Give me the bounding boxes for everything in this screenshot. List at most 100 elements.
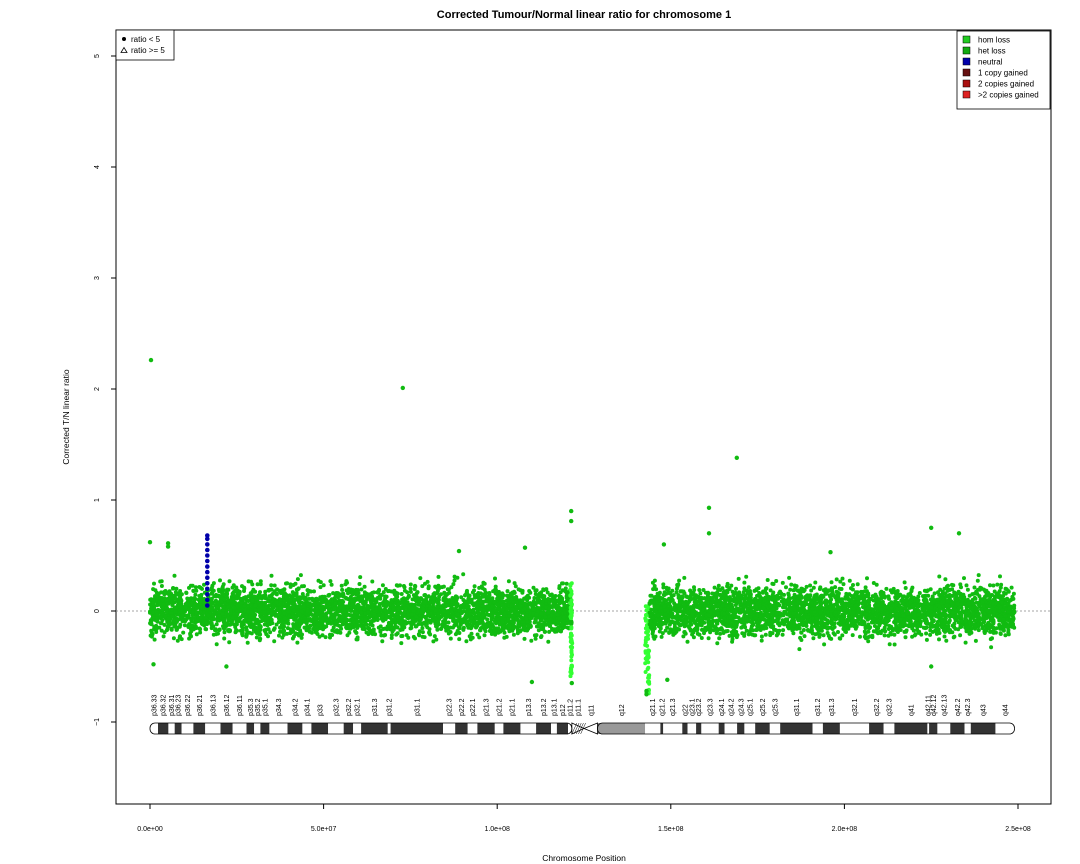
data-point [647, 648, 652, 653]
data-point [190, 583, 195, 588]
data-point [369, 600, 374, 605]
data-point [291, 608, 296, 613]
data-point [331, 591, 336, 596]
data-point [408, 586, 413, 591]
data-point [646, 675, 651, 680]
data-point [227, 628, 232, 632]
data-point [334, 628, 339, 633]
data-point [376, 588, 381, 593]
data-point [272, 583, 277, 588]
data-point [527, 589, 532, 593]
data-point [311, 603, 315, 608]
data-point [375, 617, 380, 622]
data-point [318, 585, 323, 590]
data-point [352, 614, 357, 619]
data-point [493, 591, 498, 596]
data-point [545, 590, 550, 595]
data-point [281, 628, 286, 633]
data-point [479, 584, 484, 589]
data-point [276, 620, 281, 624]
data-point [175, 638, 180, 643]
data-point [222, 597, 227, 602]
data-point [326, 593, 331, 598]
data-point [198, 599, 203, 604]
data-point [446, 620, 451, 625]
data-point [561, 615, 566, 620]
data-point [341, 618, 346, 623]
data-point [295, 632, 300, 636]
data-point [493, 608, 498, 613]
data-point [284, 602, 288, 607]
data-point [211, 613, 216, 618]
data-point [855, 582, 860, 587]
data-point [321, 583, 326, 588]
data-point [651, 587, 656, 592]
data-point [221, 608, 226, 612]
data-point [882, 625, 887, 630]
data-point [465, 619, 470, 624]
data-point [539, 635, 543, 640]
data-point [485, 617, 490, 622]
data-point [499, 628, 504, 633]
data-point [399, 592, 404, 596]
data-point [175, 618, 180, 623]
data-point [242, 603, 247, 608]
data-point [382, 608, 387, 613]
data-point [469, 626, 473, 631]
data-point [179, 637, 184, 642]
data-point [509, 619, 514, 624]
data-point [500, 619, 505, 624]
data-point [285, 618, 290, 623]
data-point [370, 623, 375, 628]
data-point [972, 585, 977, 590]
data-point [210, 591, 215, 596]
data-point [851, 583, 855, 587]
data-point [244, 628, 249, 633]
data-point [565, 608, 570, 613]
data-point [495, 613, 500, 618]
data-point [362, 607, 367, 612]
data-point [264, 632, 269, 637]
data-point [451, 582, 456, 587]
data-point [472, 584, 477, 589]
data-point [226, 598, 231, 603]
data-point [878, 631, 883, 636]
data-point [759, 638, 764, 643]
data-point [469, 616, 474, 621]
data-point [481, 613, 486, 618]
data-point [562, 602, 567, 607]
data-point [309, 630, 314, 635]
data-point [302, 625, 307, 630]
data-point [390, 626, 395, 630]
data-point [519, 615, 524, 620]
data-point [283, 616, 287, 621]
data-point [301, 604, 306, 609]
data-point [509, 603, 514, 608]
data-point [271, 597, 276, 601]
data-point [270, 621, 275, 626]
data-point [547, 624, 552, 628]
data-point [393, 624, 398, 629]
data-point [247, 630, 252, 635]
data-point [269, 617, 274, 622]
data-point [198, 627, 203, 632]
data-point [291, 622, 296, 627]
data-point [468, 637, 473, 642]
data-point [341, 607, 346, 612]
data-point [380, 583, 385, 588]
data-point [413, 583, 417, 588]
data-point [166, 616, 171, 621]
data-point [532, 596, 537, 600]
data-point [235, 588, 240, 593]
data-point [517, 624, 522, 629]
data-point [221, 582, 226, 587]
data-point [874, 582, 879, 587]
data-point [338, 624, 343, 629]
data-point [725, 581, 730, 586]
data-point [250, 616, 255, 621]
data-point [392, 597, 397, 602]
data-point [266, 627, 271, 632]
data-point [161, 602, 166, 607]
data-point [398, 628, 403, 632]
data-point [564, 599, 569, 604]
